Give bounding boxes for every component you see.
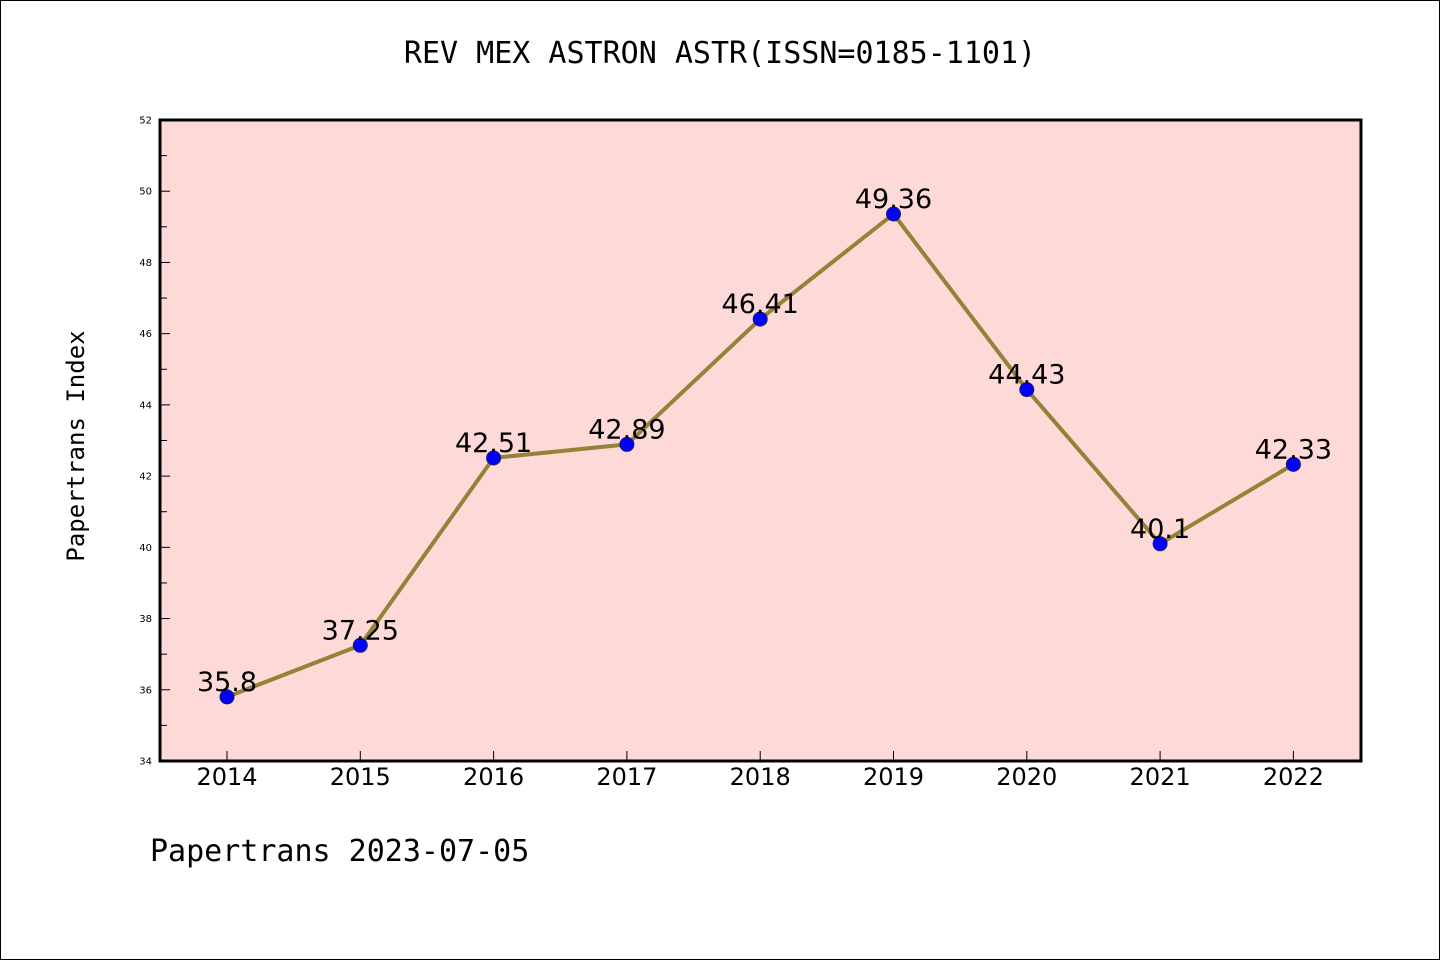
data-label: 42.51 xyxy=(455,428,532,459)
x-tick-label: 2014 xyxy=(196,763,257,791)
data-label: 42.33 xyxy=(1255,434,1332,465)
y-tick-label: 38 xyxy=(139,614,152,625)
x-tick-label: 2017 xyxy=(596,763,657,791)
y-tick-label: 40 xyxy=(139,543,152,554)
x-axis-ticks: 2014 2015 2016 2017 2018 2019 2020 2021 2022 xyxy=(196,751,1324,791)
chart-title: REV MEX ASTRON ASTR(ISSN=0185-1101) xyxy=(403,36,1037,71)
footer-source-date: Papertrans 2023-07-05 xyxy=(150,834,530,869)
data-point xyxy=(619,436,635,452)
data-point xyxy=(1152,536,1168,552)
y-tick-label: 52 xyxy=(139,116,152,127)
y-tick-label: 44 xyxy=(139,400,152,411)
plot-area xyxy=(160,120,1361,761)
y-tick-label: 50 xyxy=(139,187,152,198)
data-label: 40.1 xyxy=(1130,514,1190,545)
x-tick-label: 2016 xyxy=(463,763,524,791)
data-point xyxy=(1019,382,1035,398)
x-tick-label: 2021 xyxy=(1130,763,1191,791)
x-tick-label: 2019 xyxy=(863,763,924,791)
y-tick-label: 34 xyxy=(139,757,152,768)
data-point xyxy=(752,311,768,327)
data-point xyxy=(352,637,368,653)
data-labels: 35.8 37.25 42.51 42.89 46.41 49.36 44.43 40.1 42… xyxy=(197,184,1332,698)
data-markers xyxy=(219,206,1301,705)
data-point xyxy=(1285,456,1301,472)
x-tick-label: 2022 xyxy=(1263,763,1324,791)
x-tick-label: 2020 xyxy=(996,763,1057,791)
x-tick-label: 2015 xyxy=(330,763,391,791)
data-label: 44.43 xyxy=(988,360,1065,391)
y-tick-label: 36 xyxy=(139,685,152,696)
y-tick-label: 42 xyxy=(139,472,152,483)
y-tick-label: 48 xyxy=(139,258,152,269)
data-label: 35.8 xyxy=(197,667,257,698)
data-label: 42.89 xyxy=(588,414,665,445)
data-point xyxy=(886,206,901,222)
data-label: 49.36 xyxy=(855,184,932,215)
x-tick-label: 2018 xyxy=(730,763,791,791)
data-point xyxy=(486,450,502,466)
data-label: 46.41 xyxy=(722,289,799,320)
plot-border xyxy=(158,118,1363,763)
data-label: 37.25 xyxy=(322,615,399,646)
y-tick-label: 46 xyxy=(139,329,152,340)
data-point xyxy=(219,689,235,705)
